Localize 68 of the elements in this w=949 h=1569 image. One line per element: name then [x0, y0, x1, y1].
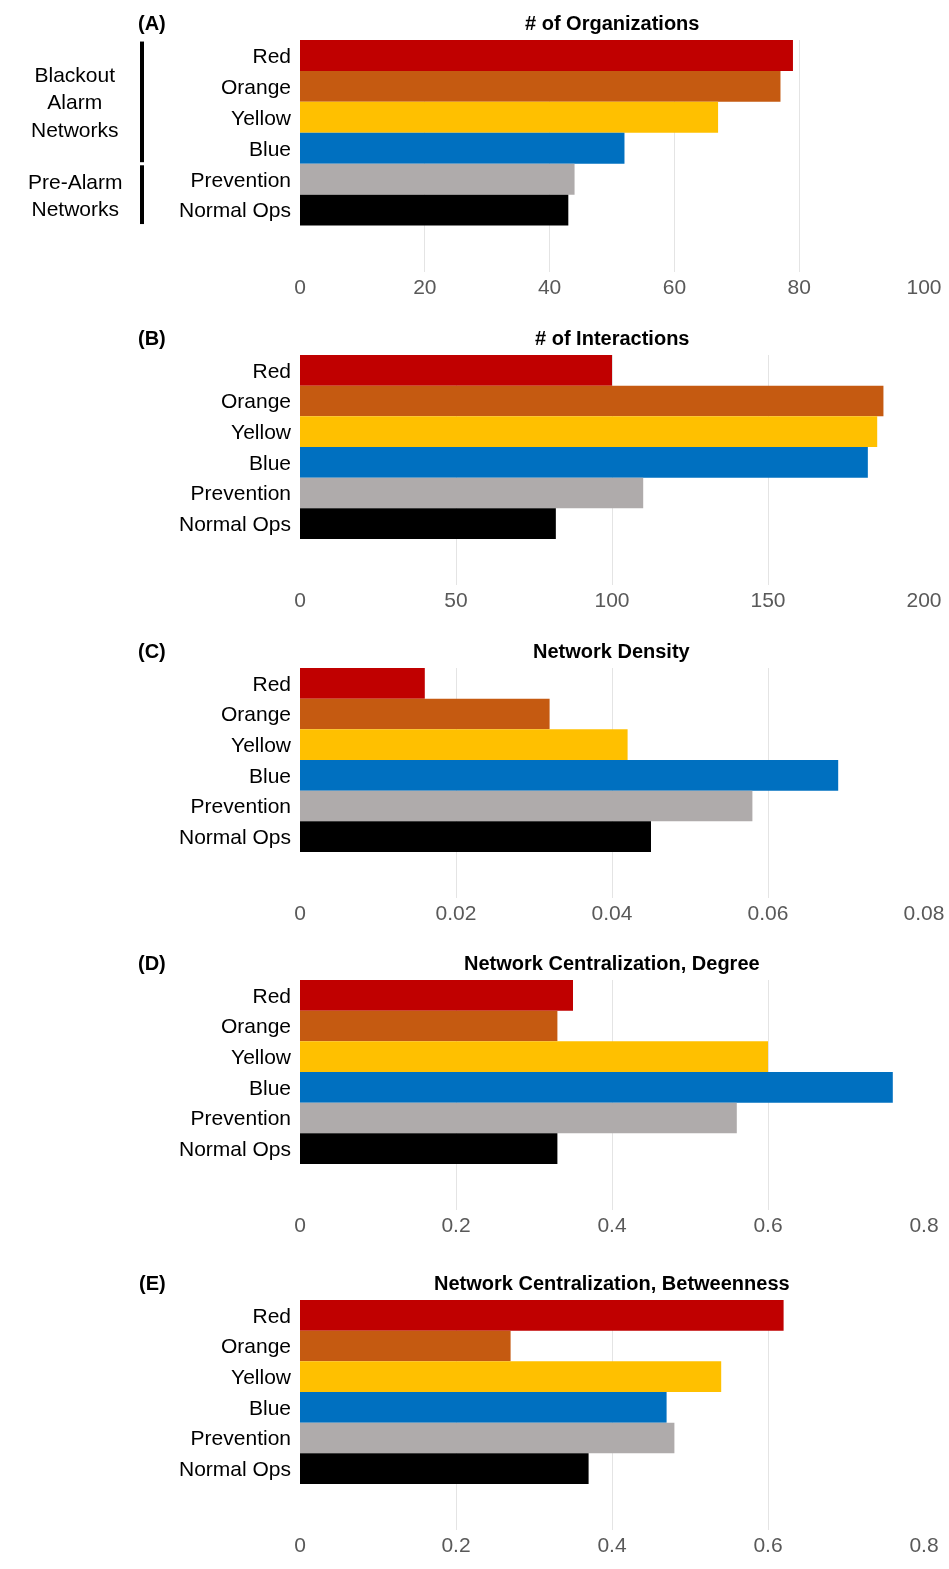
x-tick-label: 0.2	[441, 1533, 471, 1556]
y-tick-label: Yellow	[231, 1365, 292, 1389]
y-tick-label: Red	[252, 671, 291, 695]
x-tick-label: 0.02	[435, 901, 477, 924]
text: (E)	[139, 1272, 166, 1294]
text: (B)	[138, 327, 166, 349]
x-tick-label: 60	[662, 275, 687, 298]
chart-title: # of Organizations	[525, 12, 700, 34]
x-tick-label: 0.08	[903, 901, 945, 924]
y-tick-label: Red	[252, 358, 291, 382]
y-tick-label: Normal Ops	[178, 1457, 291, 1481]
y-tick-label: Normal Ops	[178, 1137, 291, 1161]
text: (C)	[138, 640, 166, 662]
x-tick-label: 150	[750, 588, 786, 611]
y-tick-label: Prevention	[190, 1106, 291, 1130]
x-tick-label: 0	[294, 901, 306, 924]
y-tick-label: Orange	[220, 702, 291, 726]
y-tick-label: Red	[252, 1303, 291, 1327]
y-tick-label: Yellow	[231, 105, 292, 129]
x-tick-label: 20	[413, 275, 437, 298]
y-tick-label: Red	[252, 983, 291, 1007]
x-tick-label: 0	[294, 275, 306, 298]
y-tick-label: Normal Ops	[178, 198, 291, 222]
x-tick-label: 0.04	[591, 901, 633, 924]
y-tick-label: Yellow	[231, 733, 292, 757]
y-tick-label: Blue	[248, 450, 291, 474]
x-tick-label: 0.8	[909, 1533, 939, 1556]
x-tick-label: 50	[444, 588, 468, 611]
x-tick-label: 200	[906, 588, 942, 611]
x-tick-label: 0.6	[753, 1213, 783, 1236]
x-tick-label: 0.6	[753, 1533, 783, 1556]
y-tick-label: Blue	[248, 136, 291, 160]
chart-title: # of Interactions	[535, 327, 690, 349]
x-tick-label: 100	[594, 588, 630, 611]
y-tick-label: Orange	[220, 74, 291, 98]
x-tick-label: 100	[906, 275, 942, 298]
x-tick-label: 0.4	[597, 1213, 627, 1236]
x-tick-label: 0.4	[597, 1533, 627, 1556]
y-tick-label: Yellow	[231, 1045, 292, 1069]
x-tick-label: 40	[537, 275, 562, 298]
y-tick-label: Prevention	[190, 481, 291, 505]
y-tick-label: Orange	[220, 389, 291, 413]
y-tick-label: Prevention	[190, 1426, 291, 1450]
x-tick-label: 0.06	[747, 901, 789, 924]
x-tick-label: 0	[294, 1533, 306, 1556]
x-tick-label: 0.8	[909, 1213, 939, 1236]
chart-title: Network Density	[533, 640, 691, 662]
text: (A)	[138, 12, 166, 34]
chart-title: Network Centralization, Betweenness	[434, 1272, 790, 1294]
y-tick-label: Prevention	[190, 794, 291, 818]
y-tick-label: Normal Ops	[178, 825, 291, 849]
x-tick-label: 0	[294, 588, 306, 611]
y-tick-label: Blue	[248, 1075, 291, 1099]
y-tick-label: Orange	[220, 1014, 291, 1038]
y-tick-label: Red	[252, 43, 291, 67]
y-tick-label: Prevention	[190, 167, 291, 191]
y-tick-label: Blue	[248, 763, 291, 787]
y-tick-label: Blue	[248, 1395, 291, 1419]
text: (D)	[138, 952, 166, 974]
x-tick-label: 0.2	[441, 1213, 471, 1236]
y-tick-label: Orange	[220, 1334, 291, 1358]
y-tick-label: Normal Ops	[178, 512, 291, 536]
x-tick-label: 0	[294, 1213, 306, 1236]
y-tick-label: Yellow	[231, 420, 292, 444]
x-tick-label: 80	[787, 275, 811, 298]
text: Blackout Alarm Networks	[31, 63, 119, 141]
chart-title: Network Centralization, Degree	[464, 952, 760, 974]
text: Pre-Alarm Networks	[28, 170, 123, 221]
